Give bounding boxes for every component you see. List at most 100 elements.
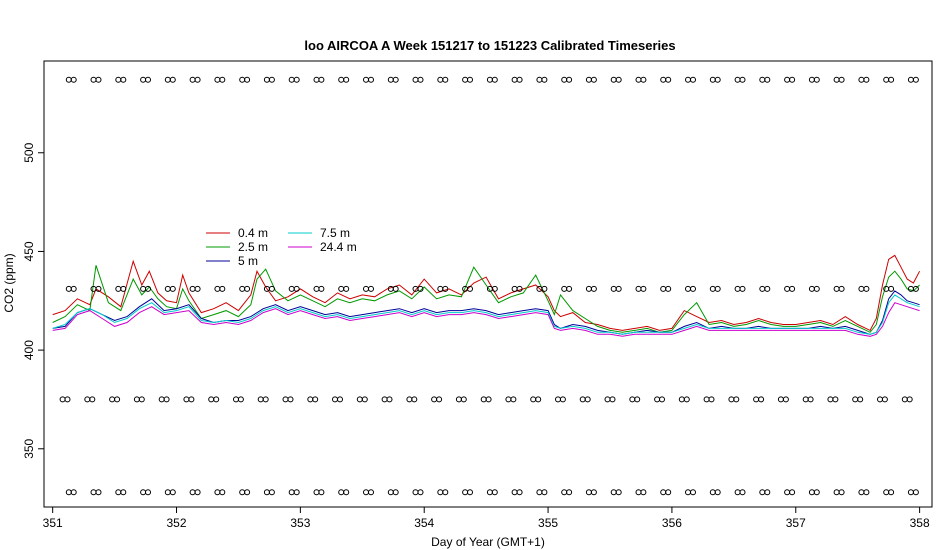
marker-point-3-34-0: [907, 489, 914, 496]
marker-point-2-21-0: [579, 396, 586, 403]
marker-point-0-23-0: [635, 76, 642, 83]
marker-point-2-9-0: [282, 396, 289, 403]
marker-point-3-25-0: [685, 489, 691, 496]
x-tick-label-351: 351: [43, 516, 63, 530]
marker-point-3-5-1: [194, 489, 201, 496]
marker-point-2-26-1: [708, 396, 715, 403]
marker-point-3-10-0: [313, 489, 320, 496]
marker-point-0-6-0: [214, 76, 221, 83]
marker-point-2-25-1: [683, 396, 690, 403]
marker-point-0-7-1: [244, 76, 251, 83]
marker-point-0-2-1: [120, 76, 127, 83]
marker-point-3-25-1: [690, 489, 696, 496]
marker-point-0-19-0: [536, 76, 543, 83]
marker-point-3-24-0: [660, 489, 667, 496]
marker-point-1-17-1: [491, 285, 498, 292]
marker-point-1-2-0: [115, 285, 122, 292]
marker-point-3-6-1: [219, 489, 226, 496]
marker-point-1-13-0: [387, 285, 394, 292]
x-tick-label-358: 358: [910, 516, 930, 530]
marker-point-3-12-1: [368, 489, 374, 496]
marker-point-1-0-1: [70, 285, 77, 292]
marker-point-1-30-1: [813, 285, 820, 292]
marker-point-1-3-1: [145, 285, 151, 292]
series-line-0: [52, 254, 921, 332]
marker-point-3-23-0: [635, 489, 642, 496]
marker-point-3-13-0: [387, 489, 394, 496]
marker-point-3-18-1: [516, 489, 523, 496]
marker-point-1-31-0: [833, 285, 840, 292]
marker-point-0-13-0: [387, 76, 394, 83]
chart-title: loo AIRCOA A Week 151217 to 151223 Calib…: [304, 38, 675, 53]
marker-point-0-19-1: [541, 76, 548, 83]
marker-point-0-25-0: [685, 76, 691, 83]
marker-point-1-27-1: [739, 285, 746, 292]
marker-point-1-9-0: [288, 285, 295, 292]
marker-point-3-27-0: [734, 489, 741, 496]
marker-point-3-33-1: [888, 489, 895, 496]
marker-point-0-6-1: [219, 76, 226, 83]
marker-point-2-12-1: [361, 396, 368, 403]
marker-point-2-13-0: [381, 396, 388, 403]
legend-label-1: 2.5 m: [238, 240, 268, 254]
marker-point-3-34-1: [912, 489, 919, 496]
marker-point-1-26-1: [714, 285, 721, 292]
marker-point-0-29-1: [789, 76, 796, 83]
marker-point-1-12-0: [363, 285, 369, 292]
marker-point-3-11-0: [338, 489, 345, 496]
legend-label-3: 7.5 m: [320, 226, 350, 240]
marker-point-0-33-0: [883, 76, 890, 83]
marker-point-0-27-1: [739, 76, 746, 83]
marker-point-0-20-1: [566, 76, 573, 83]
marker-point-2-18-0: [505, 396, 512, 403]
marker-point-2-20-1: [559, 396, 566, 403]
marker-point-1-23-0: [635, 285, 642, 292]
marker-point-3-20-1: [566, 489, 573, 496]
marker-point-0-10-0: [313, 76, 320, 83]
marker-point-1-7-1: [244, 285, 251, 292]
marker-point-0-16-0: [462, 76, 469, 83]
marker-point-3-5-0: [189, 489, 196, 496]
marker-point-2-1-1: [89, 396, 96, 403]
marker-point-1-25-1: [690, 285, 696, 292]
marker-point-0-8-1: [268, 76, 275, 83]
marker-point-1-11-0: [338, 285, 345, 292]
marker-point-3-15-1: [442, 489, 449, 496]
marker-point-1-12-1: [368, 285, 374, 292]
marker-point-1-29-1: [789, 285, 796, 292]
marker-point-1-21-0: [585, 285, 592, 292]
marker-point-3-10-1: [318, 489, 325, 496]
marker-point-1-4-0: [164, 285, 171, 292]
marker-point-1-13-1: [392, 285, 399, 292]
x-axis-label: Day of Year (GMT+1): [431, 535, 545, 549]
marker-point-1-33-1: [888, 285, 895, 292]
marker-layer: [59, 76, 919, 496]
marker-point-0-5-1: [194, 76, 201, 83]
marker-point-0-31-1: [838, 76, 845, 83]
marker-point-2-32-0: [852, 396, 859, 403]
marker-point-0-32-1: [863, 76, 870, 83]
chart-legend: 0.4 m2.5 m5 m 7.5 m24.4 m: [206, 226, 357, 268]
marker-point-2-0-0: [59, 396, 66, 403]
marker-point-2-24-0: [654, 396, 661, 403]
marker-point-2-32-1: [857, 396, 864, 403]
marker-point-2-31-1: [832, 396, 839, 403]
marker-point-0-4-1: [169, 76, 176, 83]
marker-point-2-6-1: [213, 396, 220, 403]
marker-point-0-9-1: [293, 76, 300, 83]
marker-point-3-20-0: [561, 489, 568, 496]
marker-point-3-16-0: [462, 489, 469, 496]
marker-point-0-28-1: [764, 76, 771, 83]
axis-ticks: 351 352 353 354 355 356 357 358 350 400 450 500: [22, 142, 930, 530]
marker-point-0-3-1: [145, 76, 151, 83]
marker-point-0-34-1: [912, 76, 919, 83]
marker-point-1-31-1: [838, 285, 845, 292]
marker-point-2-7-1: [237, 396, 244, 403]
marker-point-1-28-0: [759, 285, 766, 292]
marker-point-0-15-1: [442, 76, 449, 83]
marker-point-0-13-1: [392, 76, 399, 83]
marker-point-1-14-1: [417, 285, 424, 292]
marker-point-2-15-0: [431, 396, 438, 403]
marker-point-0-18-0: [511, 76, 518, 83]
marker-point-2-0-1: [64, 396, 71, 403]
